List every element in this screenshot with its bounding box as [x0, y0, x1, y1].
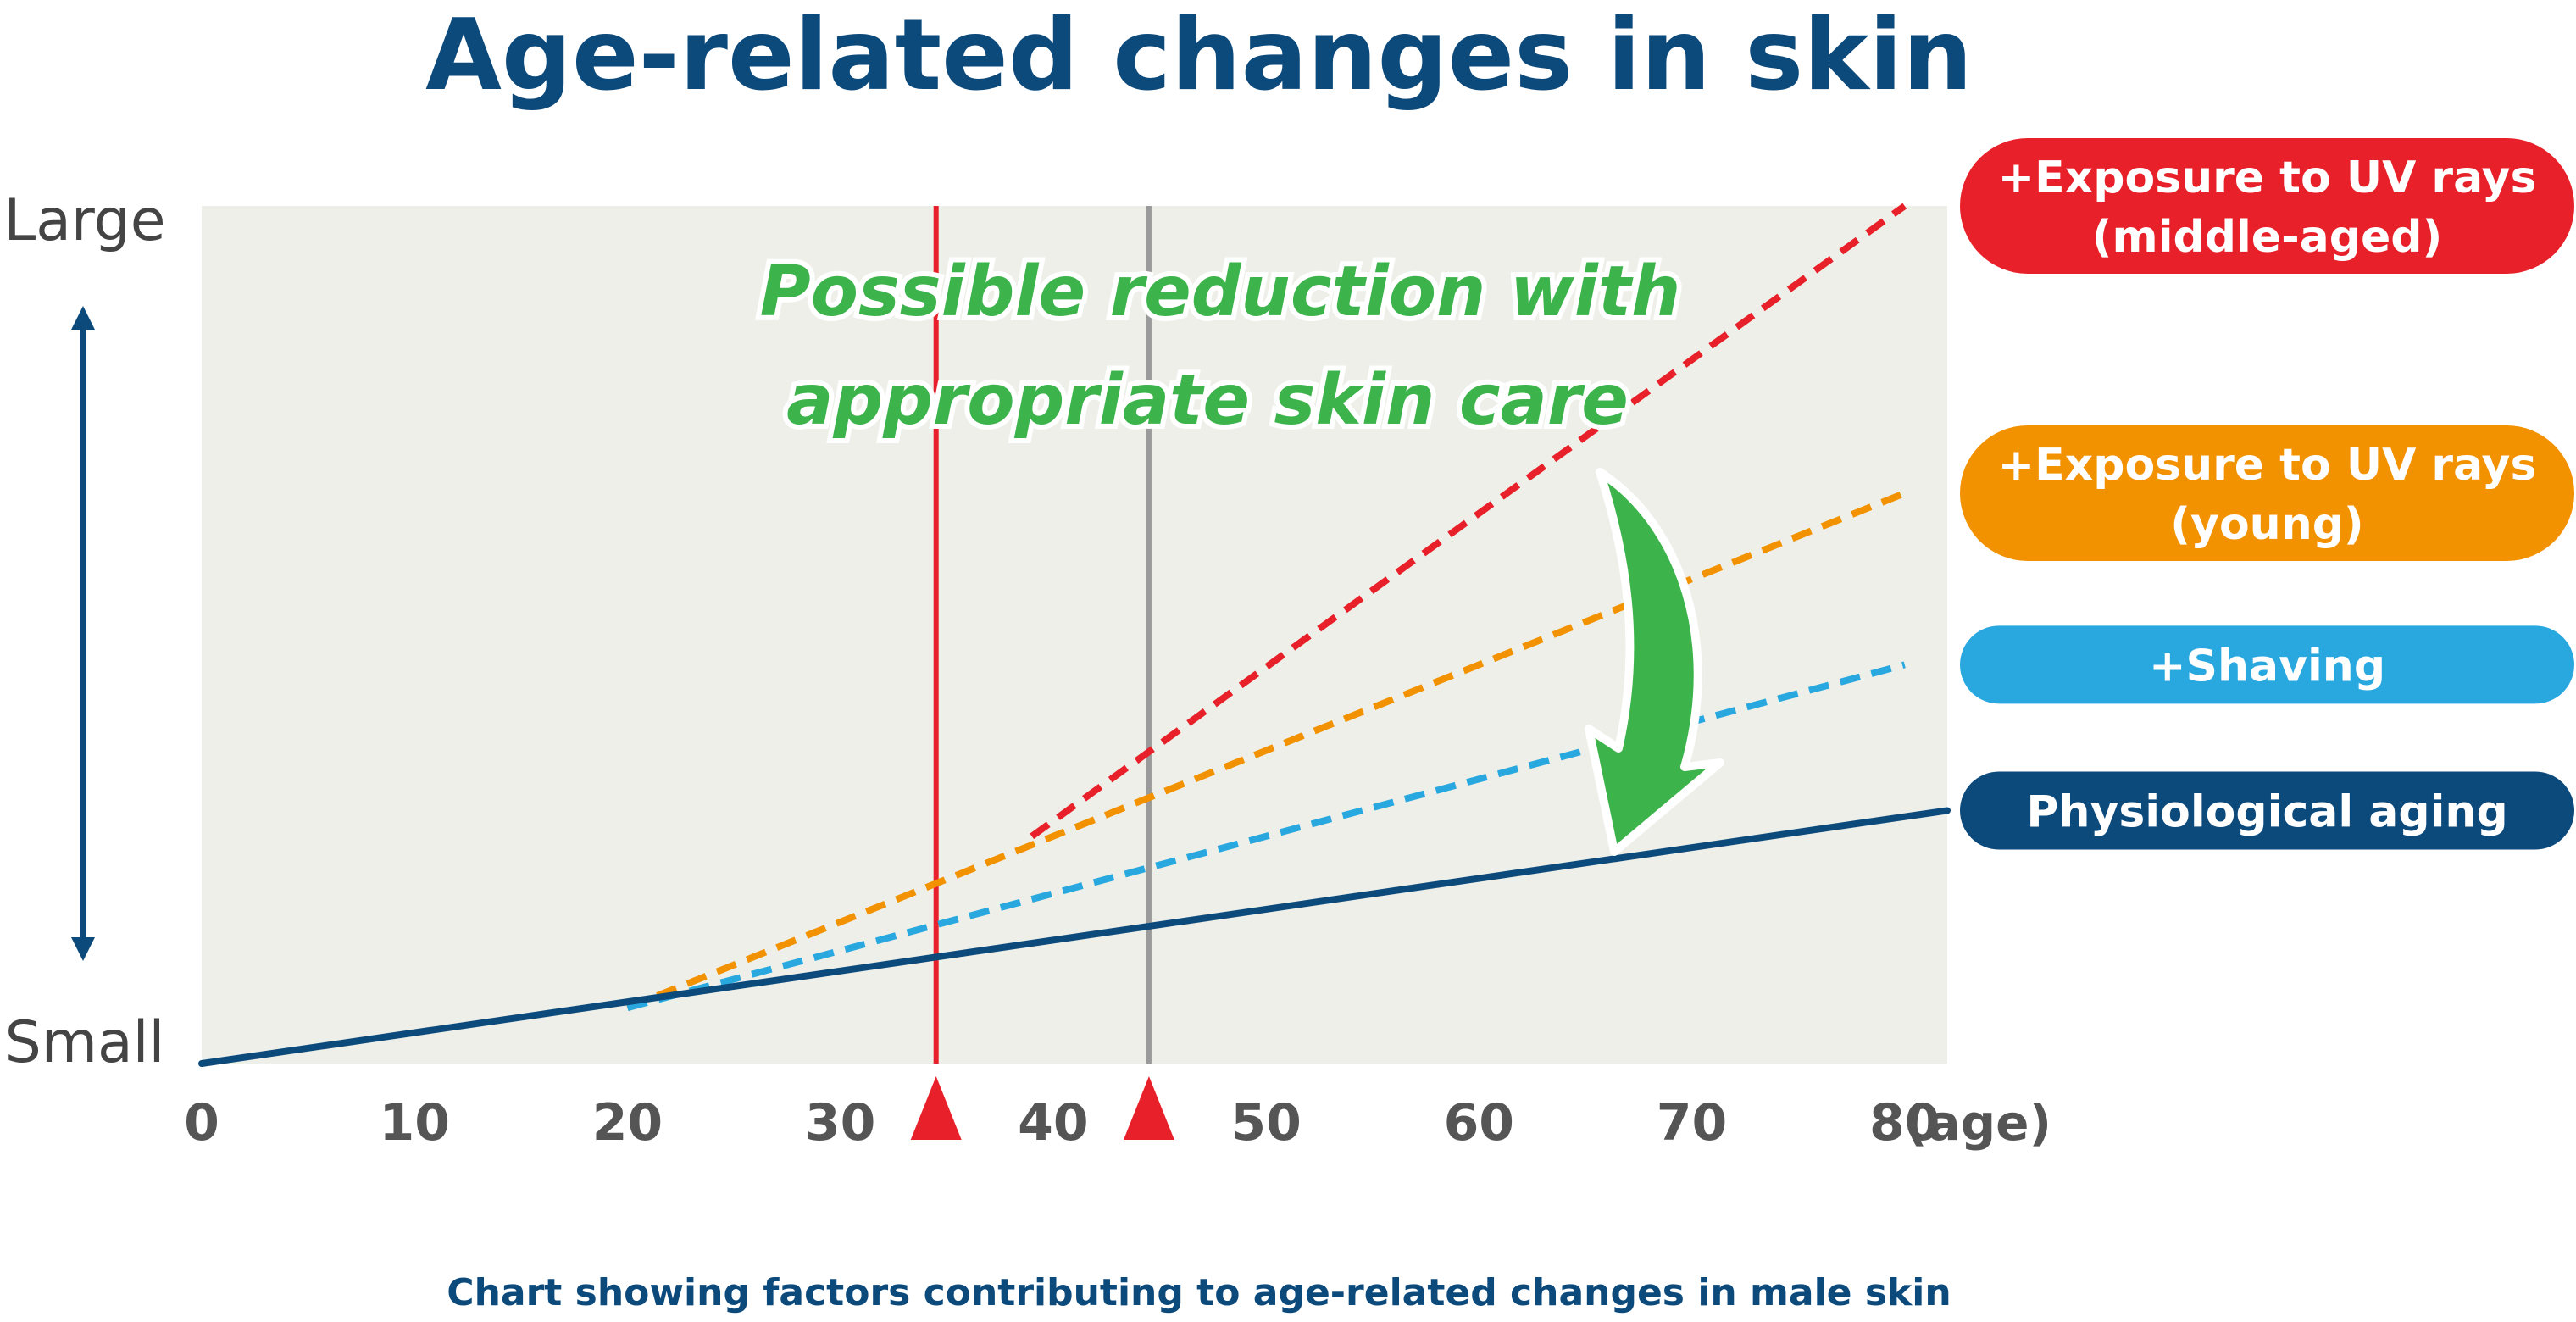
legend-label-1-0: +Exposure to UV rays — [1998, 440, 2537, 491]
x-tick-label-5: 50 — [1230, 1093, 1302, 1153]
annotation-line-1: Possible reduction with — [760, 252, 1681, 332]
x-axis-ticks: 0 10 20 30 40 50 60 70 80 — [184, 1093, 1940, 1153]
x-tick-label-6: 60 — [1444, 1093, 1515, 1153]
legend-pill-0 — [1960, 138, 2574, 274]
legend-label-2-0: +Shaving — [2149, 641, 2385, 692]
series-line-0 — [1030, 203, 1907, 840]
age-markers — [910, 206, 1174, 1140]
series-line-3 — [198, 807, 1951, 1067]
x-tick-label-7: 70 — [1657, 1093, 1728, 1153]
legend-pill-2 — [1960, 625, 2574, 704]
x-tick-label-8: 80 — [1869, 1093, 1940, 1153]
legend: +Exposure to UV rays (middle-aged) +Exposu… — [1960, 138, 2574, 850]
chart-caption: Chart showing factors contributing to ag… — [447, 1271, 1951, 1314]
chart-title: Age-related changes in skin — [425, 0, 1973, 113]
x-tick-label-1: 10 — [379, 1093, 450, 1153]
legend-label-1-1: (young) — [2170, 499, 2363, 550]
x-tick-label-4: 40 — [1018, 1093, 1089, 1153]
legend-pill-1 — [1960, 425, 2574, 562]
series-line-1 — [625, 490, 1907, 1011]
age-marker-triangle-1 — [1123, 1076, 1174, 1140]
annotation-line-2: appropriate skin care — [786, 360, 1629, 441]
legend-pill-3 — [1960, 771, 2574, 850]
y-axis-bottom-label: Small — [5, 1009, 165, 1076]
reduction-arrow — [1585, 468, 1724, 856]
x-axis-unit-label: (age) — [1905, 1094, 2051, 1152]
legend-label-0-1: (middle-aged) — [2092, 212, 2442, 263]
y-axis-top-label: Large — [3, 187, 165, 254]
x-tick-label-3: 30 — [805, 1093, 876, 1153]
x-tick-label-2: 20 — [592, 1093, 663, 1153]
legend-label-0-0: +Exposure to UV rays — [1998, 153, 2537, 203]
age-marker-triangle-0 — [910, 1076, 962, 1140]
legend-label-3-0: Physiological aging — [2026, 786, 2507, 837]
reduction-annotation: Possible reduction with appropriate skin… — [755, 247, 1686, 446]
x-tick-label-0: 0 — [184, 1093, 219, 1153]
